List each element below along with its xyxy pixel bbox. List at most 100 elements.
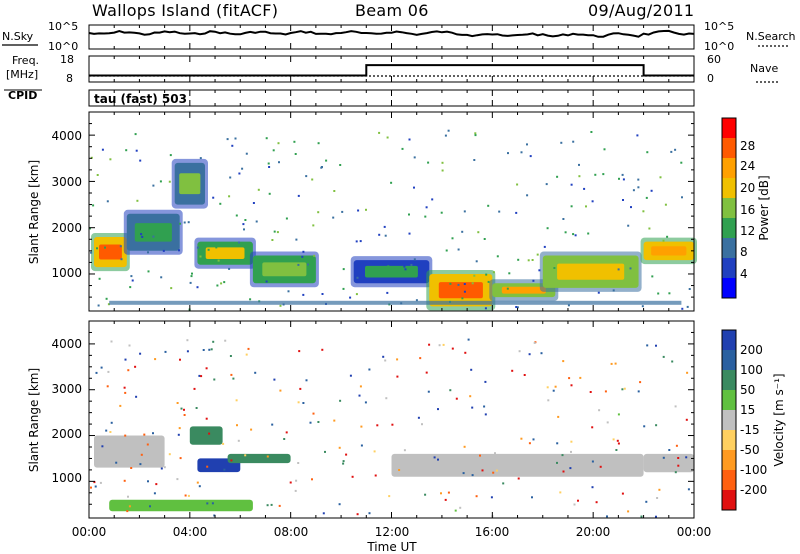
velocity-speckle xyxy=(674,471,677,474)
velocity-speckle xyxy=(236,424,238,427)
power-speckle xyxy=(651,275,654,278)
velocity-speckle xyxy=(305,379,308,382)
velocity-speckle xyxy=(569,467,572,470)
power-colorbar-title: Power [dB] xyxy=(757,175,771,240)
power-speckle xyxy=(670,150,673,153)
power-speckle xyxy=(484,307,487,310)
velocity-speckle xyxy=(454,509,457,512)
velocity-speckle xyxy=(100,366,103,369)
velocity-speckle xyxy=(629,473,632,476)
velocity-speckle xyxy=(230,459,233,462)
velocity-speckle xyxy=(591,460,594,463)
power-speckle xyxy=(257,188,260,191)
velocity-speckle xyxy=(556,461,558,464)
power-speckle xyxy=(622,178,625,181)
velocity-speckle xyxy=(577,499,579,502)
vel-cbar-tick-50: 50 xyxy=(740,383,755,397)
power-speckle xyxy=(355,293,358,296)
power-speckle xyxy=(562,218,565,220)
power-region-core xyxy=(651,246,687,256)
velocity-speckle xyxy=(467,338,470,341)
vel-ytick-4000: 4000 xyxy=(51,337,82,351)
power-speckle xyxy=(621,173,624,176)
power-speckle xyxy=(645,196,648,199)
velocity-speckle xyxy=(198,485,201,488)
velocity-speckle xyxy=(621,388,624,391)
velocity-speckle xyxy=(289,481,292,484)
power-speckle xyxy=(317,211,320,214)
vel-cbar-tick-100: 100 xyxy=(740,363,763,377)
velocity-speckle xyxy=(155,483,158,486)
velocity-speckle xyxy=(208,432,211,435)
power-speckle xyxy=(413,258,416,261)
velocity-speckle xyxy=(230,373,233,376)
power-speckle xyxy=(617,268,620,271)
power-speckle xyxy=(463,290,466,293)
power-speckle xyxy=(238,241,240,244)
time-tick-0800: 08:00 xyxy=(274,525,309,539)
power-speckle xyxy=(97,304,100,307)
velocity-speckle xyxy=(213,378,216,381)
velocity-speckle xyxy=(591,426,594,429)
velocity-speckle xyxy=(342,460,345,463)
power-speckle xyxy=(556,175,559,178)
velocity-speckle xyxy=(419,357,422,360)
power-speckle xyxy=(474,134,477,137)
velocity-speckle xyxy=(606,515,608,518)
velocity-speckle xyxy=(470,368,473,371)
velocity-speckle xyxy=(464,351,467,354)
power-speckle xyxy=(297,194,300,197)
power-speckle xyxy=(268,192,271,195)
velocity-colorbar-segment xyxy=(722,390,736,411)
velocity-speckle xyxy=(124,434,127,437)
power-speckle xyxy=(618,177,620,180)
velocity-speckle xyxy=(589,391,592,393)
power-colorbar-frame xyxy=(721,117,737,299)
power-speckle xyxy=(312,224,315,227)
power-near-range-band xyxy=(109,300,682,305)
velocity-speckle xyxy=(616,439,619,442)
power-speckle xyxy=(536,253,539,256)
power-colorbar-segment xyxy=(722,198,736,219)
velocity-speckle xyxy=(183,414,186,416)
velocity-speckle xyxy=(146,443,149,446)
power-speckle xyxy=(333,190,336,192)
power-speckle xyxy=(627,224,630,227)
power-speckle xyxy=(98,277,101,280)
power-speckle xyxy=(252,202,255,204)
velocity-speckle xyxy=(266,455,269,458)
power-colorbar-segment xyxy=(722,238,736,259)
velocity-speckle xyxy=(90,486,92,489)
power-region-core xyxy=(438,282,483,299)
power-ytick-2000: 2000 xyxy=(51,221,82,235)
velocity-speckle xyxy=(106,385,109,388)
velocity-speckle xyxy=(176,402,179,404)
velocity-speckle xyxy=(677,457,680,459)
power-cbar-tick-28: 28 xyxy=(740,139,755,153)
velocity-speckle xyxy=(295,479,298,482)
power-colorbar-segment xyxy=(722,118,736,139)
power-speckle xyxy=(461,297,464,300)
power-speckle xyxy=(255,220,258,223)
velocity-speckle xyxy=(124,358,127,361)
velocity-speckle xyxy=(198,374,201,377)
power-speckle xyxy=(325,159,328,162)
velocity-speckle xyxy=(99,481,102,484)
velocity-speckle xyxy=(528,442,531,445)
power-speckle xyxy=(527,259,530,262)
power-speckle xyxy=(629,267,632,270)
power-speckle xyxy=(662,239,665,242)
velocity-region xyxy=(109,499,253,512)
velocity-speckle xyxy=(160,467,163,470)
velocity-speckle xyxy=(279,389,282,392)
velocity-speckle xyxy=(606,421,609,424)
velocity-speckle xyxy=(321,348,324,351)
power-speckle xyxy=(272,149,275,152)
velocity-colorbar-segment xyxy=(722,330,736,351)
power-data-layer xyxy=(89,129,697,311)
power-speckle xyxy=(216,284,219,287)
power-speckle xyxy=(378,233,381,236)
velocity-speckle xyxy=(396,375,399,378)
power-speckle xyxy=(293,140,296,143)
velocity-speckle xyxy=(195,407,198,409)
